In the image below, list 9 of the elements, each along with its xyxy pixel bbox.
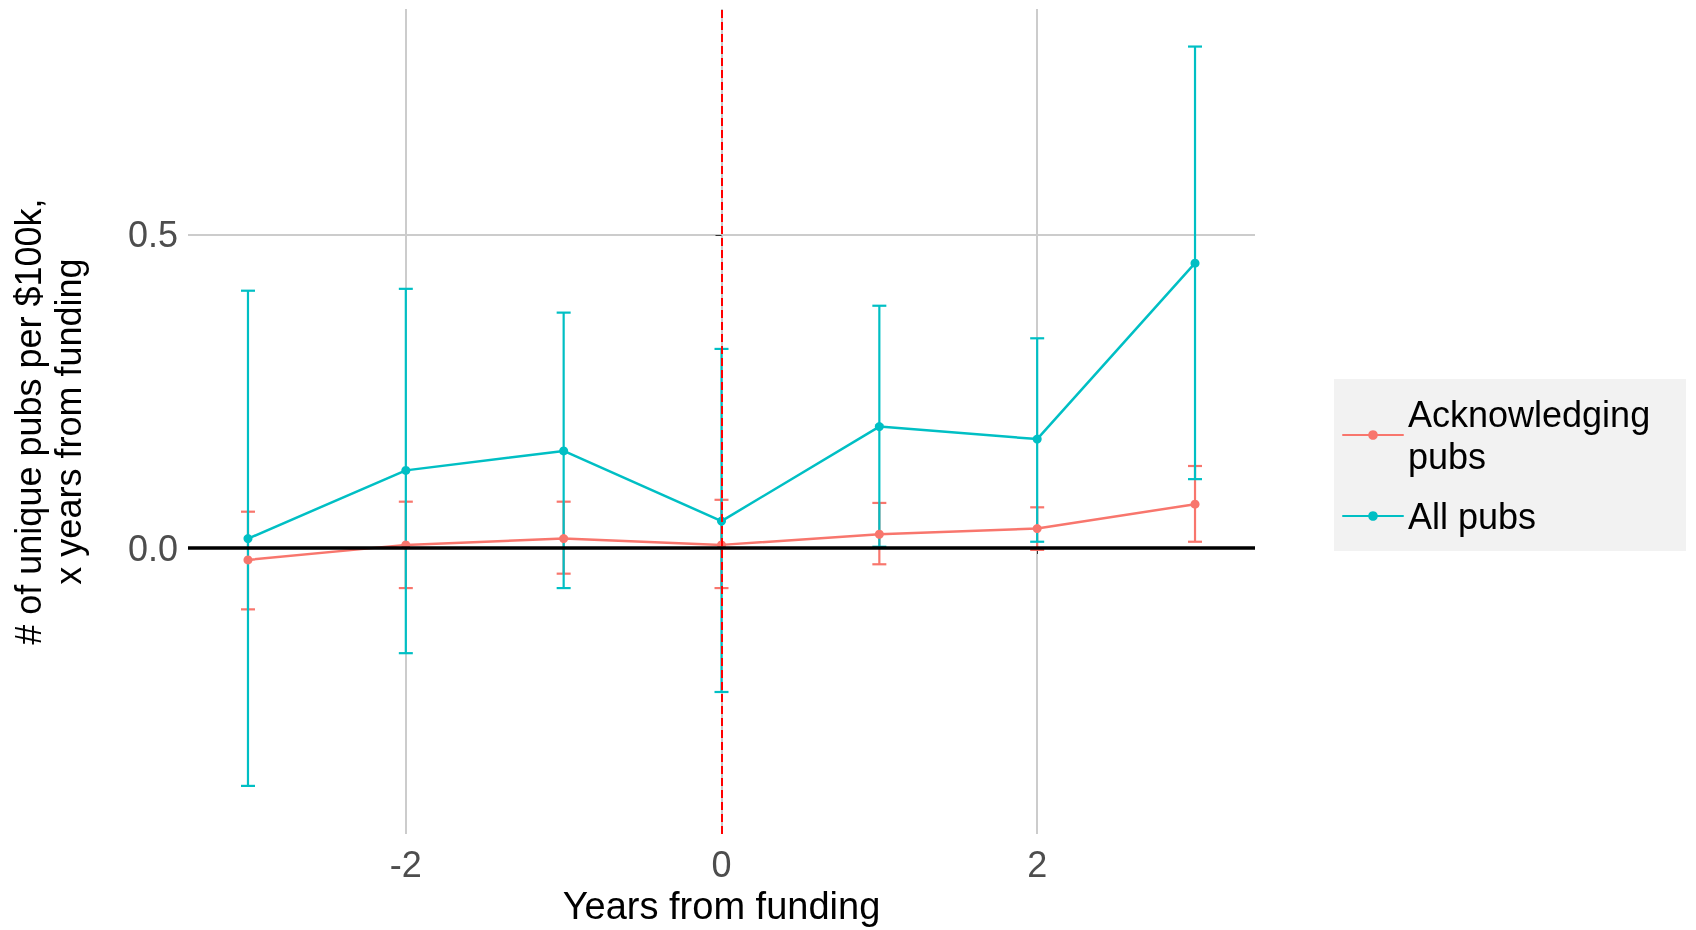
legend-label: All pubs: [1408, 495, 1537, 537]
y-tick-label: 0.0: [127, 527, 178, 569]
x-tick-label: -2: [389, 843, 422, 885]
x-axis-title: Years from funding: [562, 885, 881, 927]
y-tick-label: 0.5: [127, 214, 178, 256]
legend-label: Acknowledging pubs: [1408, 393, 1661, 477]
y-axis-title: # of unique pubs per $100k, x years from funding: [7, 198, 89, 645]
x-tick-label: 0: [711, 843, 732, 885]
x-tick-label: 2: [1027, 843, 1048, 885]
